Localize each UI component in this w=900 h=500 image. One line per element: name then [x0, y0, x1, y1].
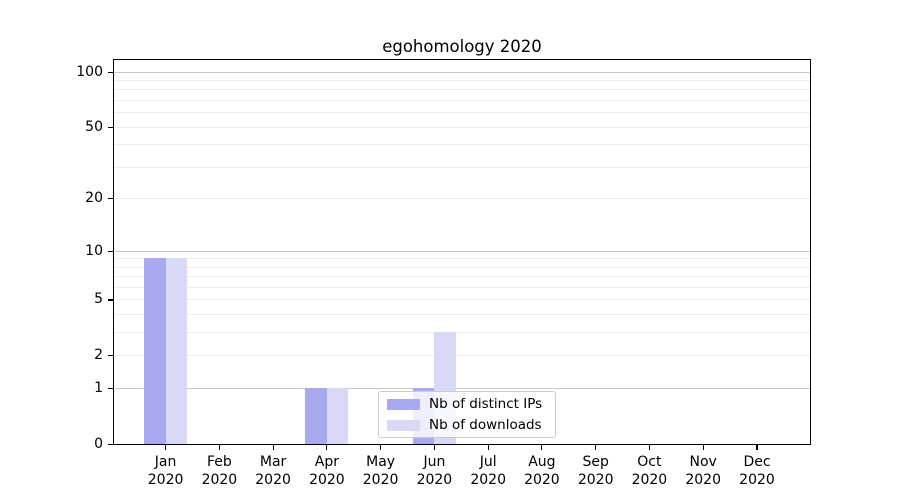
legend-swatch-distinct-ips	[387, 398, 420, 410]
gridline-minor	[114, 144, 810, 146]
ytick-label: 50	[85, 118, 103, 135]
ytick-mark	[108, 299, 113, 301]
xtick-mark	[433, 445, 435, 450]
gridline-minor	[114, 79, 810, 81]
gridline-minor	[114, 266, 810, 268]
gridline-minor	[114, 258, 810, 260]
xtick-mark	[702, 445, 704, 450]
ytick-mark	[108, 355, 113, 357]
ytick-label: 10	[85, 242, 103, 259]
xtick-mark	[326, 445, 328, 450]
gridline-minor	[114, 314, 810, 316]
ytick-label: 2	[94, 347, 103, 364]
gridline-major	[114, 388, 810, 390]
xtick-label: Dec 2020	[739, 454, 775, 488]
gridline-major	[114, 71, 810, 73]
gridline-minor	[114, 89, 810, 91]
xtick-mark	[380, 445, 382, 450]
ytick-label: 0	[94, 436, 103, 452]
xtick-label: Jan 2020	[147, 454, 184, 488]
legend-item-downloads: Nb of downloads	[387, 416, 547, 434]
gridline-minor	[114, 112, 810, 114]
ytick-label: 20	[85, 190, 103, 207]
xtick-label: May 2020	[362, 454, 399, 488]
gridline-major	[114, 250, 810, 252]
xtick-label: Jul 2020	[470, 454, 506, 488]
xtick-label: Feb 2020	[201, 454, 238, 488]
xtick-mark	[541, 445, 543, 450]
legend-item-distinct-ips: Nb of distinct IPs	[387, 395, 547, 413]
ytick-mark	[108, 126, 113, 128]
gridline-minor	[114, 299, 810, 301]
xtick-label: Apr 2020	[309, 454, 345, 488]
gridline-minor	[114, 355, 810, 357]
xtick-label: Mar 2020	[255, 454, 291, 488]
bar-downloads	[326, 388, 349, 444]
bar-downloads	[165, 258, 188, 444]
xtick-mark	[756, 445, 758, 450]
gridline-minor	[114, 198, 810, 200]
ytick-label: 1	[94, 380, 103, 397]
xtick-mark	[487, 445, 489, 450]
gridline-minor	[114, 332, 810, 334]
gridline-minor	[114, 100, 810, 101]
bar-distinct-ips	[305, 388, 327, 444]
legend-label-downloads: Nb of downloads	[429, 417, 542, 433]
xtick-label: Nov 2020	[685, 454, 721, 488]
gridline-minor	[114, 126, 810, 128]
ytick-mark	[108, 388, 113, 390]
legend-label-distinct-ips: Nb of distinct IPs	[429, 396, 543, 412]
xtick-mark	[165, 445, 167, 450]
ytick-mark	[108, 198, 113, 200]
ytick-mark	[108, 71, 113, 73]
plot-area: 0 1 2 5 10 20 50 100 Jan 2020 Feb 2020 Mar 2020 Apr…	[76, 59, 811, 488]
ytick-mark	[108, 250, 113, 252]
bar-distinct-ips	[144, 258, 166, 444]
gridline-minor	[114, 286, 810, 288]
xtick-mark	[648, 445, 650, 450]
ytick-label: 100	[76, 63, 103, 80]
xtick-label: Sep 2020	[577, 454, 614, 488]
legend-swatch-downloads	[387, 419, 420, 431]
legend: Nb of distinct IPs Nb of downloads	[378, 391, 556, 438]
ytick-label: 5	[94, 291, 103, 308]
xtick-label: Jun 2020	[416, 454, 453, 488]
ytick-mark	[108, 444, 113, 446]
xtick-mark	[272, 445, 274, 450]
gridline-minor	[114, 166, 810, 168]
xtick-label: Oct 2020	[631, 454, 668, 488]
xtick-label: Aug 2020	[524, 454, 560, 488]
gridline-minor	[114, 276, 810, 278]
xtick-mark	[595, 445, 597, 450]
chart-title: egohomology 2020	[382, 37, 542, 56]
xtick-mark	[218, 445, 220, 450]
